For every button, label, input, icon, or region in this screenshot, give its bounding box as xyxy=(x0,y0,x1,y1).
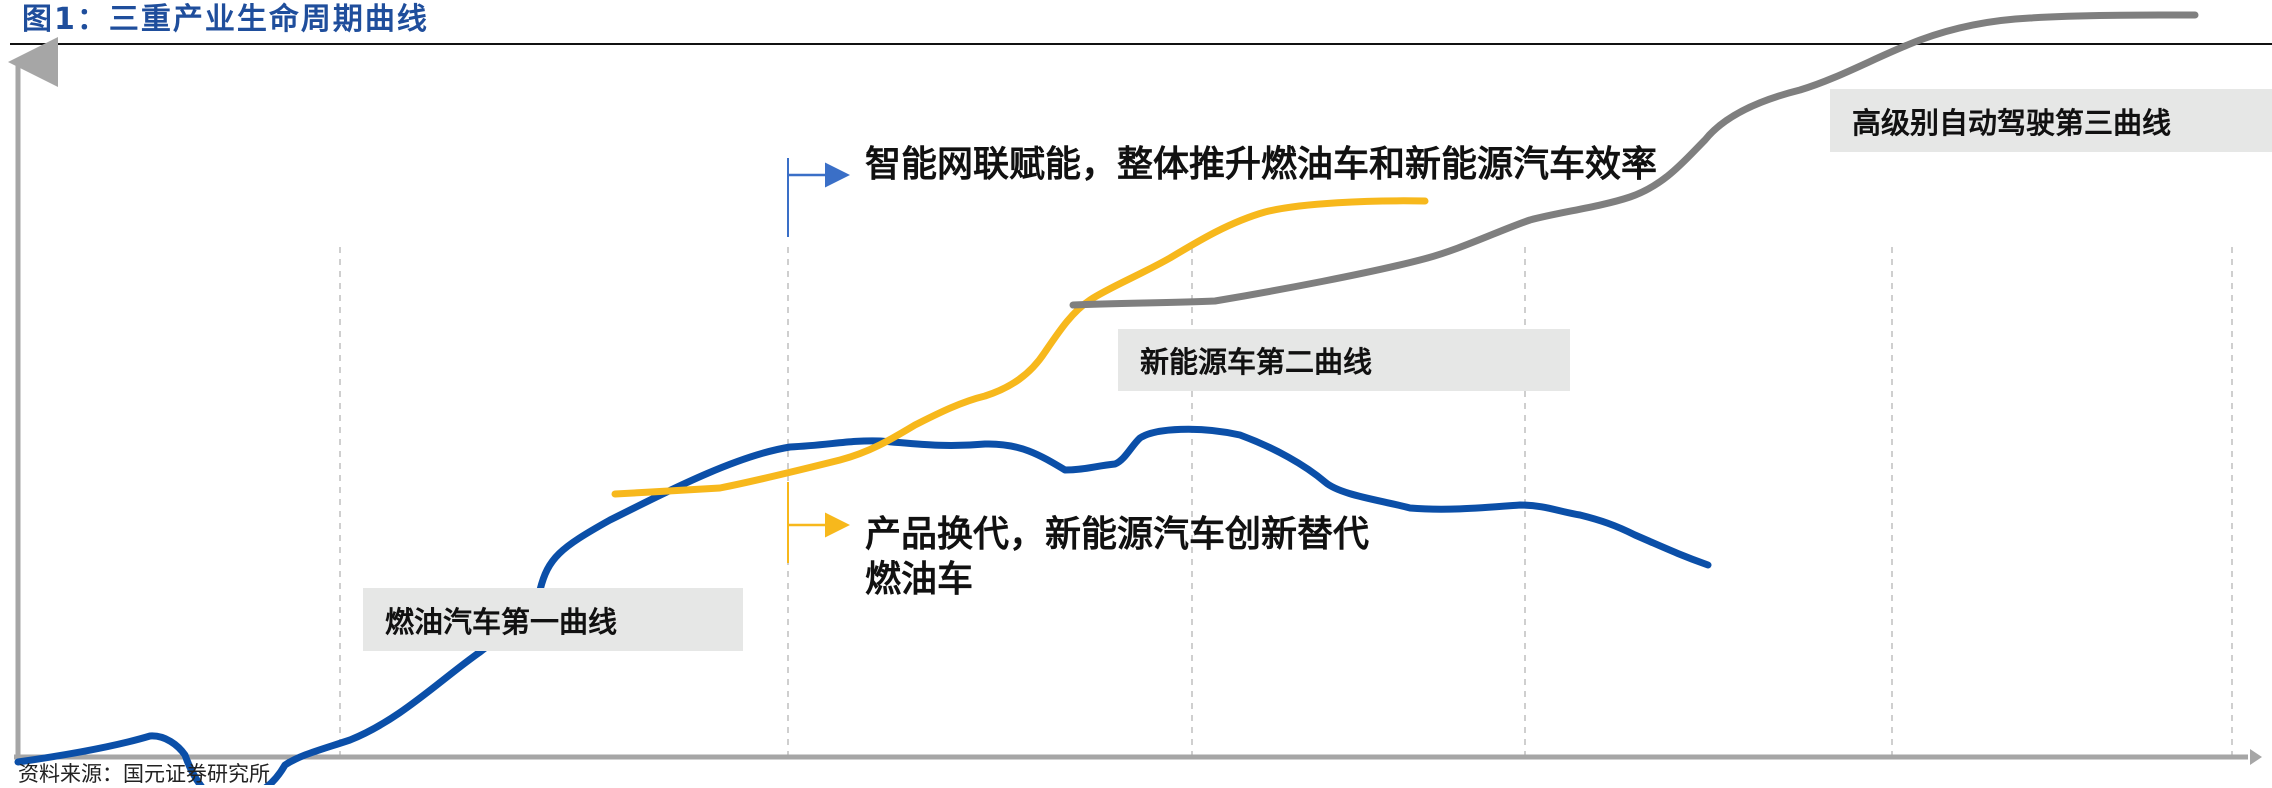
annotation-line-2: 燃油车 xyxy=(865,558,974,600)
source-note: 资料来源：国元证券研究所 xyxy=(18,762,270,786)
series-label-autonomous-driving: 高级别自动驾驶第三曲线 xyxy=(1830,89,2272,152)
annotation-line-1: 产品换代，新能源汽车创新替代 xyxy=(865,513,1370,555)
series-line-autonomous-driving xyxy=(1069,11,2199,309)
series-label-fuel-vehicle: 燃油汽车第一曲线 xyxy=(363,588,743,651)
grid-lines xyxy=(339,247,2233,755)
series-label-new-energy-vehicle: 新能源车第二曲线 xyxy=(1118,329,1570,391)
annotation-intelligent-connected: 智能网联赋能，整体推升燃油车和新能源汽车效率 xyxy=(865,143,1658,185)
figure-title: 图1：三重产业生命周期曲线 xyxy=(22,2,429,37)
x-axis-arrow xyxy=(2250,749,2262,765)
series-line-fuel-vehicle xyxy=(14,425,1712,785)
series-line-new-energy-vehicle xyxy=(611,197,1429,498)
annotation-product-replacement: 产品换代，新能源汽车创新替代 燃油车 xyxy=(865,512,1369,602)
